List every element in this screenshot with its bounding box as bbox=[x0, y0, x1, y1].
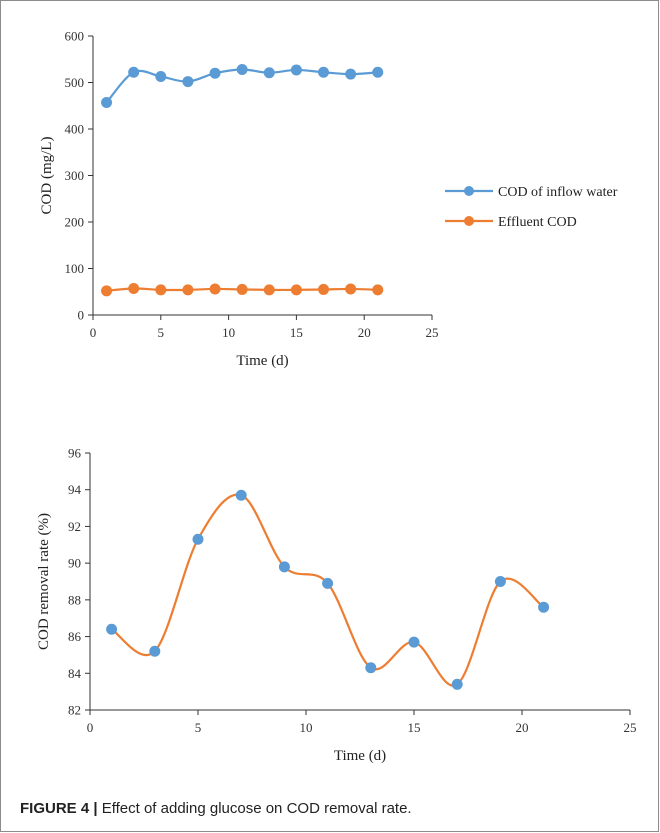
data-point bbox=[182, 76, 194, 88]
y-tick-label: 400 bbox=[65, 122, 85, 137]
y-tick-label: 82 bbox=[68, 703, 81, 718]
figure-caption: FIGURE 4 | Effect of adding glucose on C… bbox=[20, 800, 640, 817]
x-tick-label: 25 bbox=[624, 720, 637, 735]
y-tick-label: 84 bbox=[68, 666, 82, 681]
legend-swatch-marker bbox=[464, 186, 474, 196]
y-tick-label: 500 bbox=[65, 75, 85, 90]
data-point bbox=[345, 283, 357, 295]
data-point bbox=[155, 70, 167, 82]
y-tick-label: 300 bbox=[65, 168, 85, 183]
data-point bbox=[263, 284, 275, 296]
legend-label: Effluent COD bbox=[498, 215, 577, 230]
data-point bbox=[290, 284, 302, 296]
cod-concentration-chart: 0 100 200 300 400 500 600 0 5 10 15 20 25 Time (d) COD… bbox=[39, 29, 618, 370]
y-tick-label: 600 bbox=[65, 29, 85, 44]
y-axis-title: COD removal rate (%) bbox=[36, 513, 52, 650]
x-tick-label: 10 bbox=[300, 720, 313, 735]
data-point bbox=[318, 66, 330, 78]
y-tick-label: 92 bbox=[68, 519, 81, 534]
x-tick-label: 10 bbox=[222, 325, 235, 340]
data-point bbox=[538, 601, 550, 613]
cod-removal-rate-chart: 82 84 86 88 90 92 94 96 0 5 10 15 20 25 Time (d) COD re… bbox=[36, 446, 637, 765]
x-tick-label: 15 bbox=[290, 325, 303, 340]
data-point bbox=[235, 489, 247, 501]
y-tick-label: 86 bbox=[68, 629, 82, 644]
data-point bbox=[345, 68, 357, 80]
data-point bbox=[372, 66, 384, 78]
x-tick-label: 15 bbox=[408, 720, 421, 735]
data-point bbox=[128, 282, 140, 294]
data-point bbox=[192, 533, 204, 545]
data-point bbox=[318, 283, 330, 295]
y-tick-label: 88 bbox=[68, 592, 81, 607]
data-point bbox=[236, 63, 248, 75]
data-point bbox=[365, 662, 377, 674]
data-point bbox=[209, 67, 221, 79]
data-point bbox=[290, 64, 302, 76]
x-tick-label: 25 bbox=[426, 325, 439, 340]
data-point bbox=[278, 561, 290, 573]
data-point bbox=[451, 678, 463, 690]
y-tick-label: 94 bbox=[68, 482, 82, 497]
data-point bbox=[236, 283, 248, 295]
data-point bbox=[106, 623, 118, 635]
x-tick-label: 20 bbox=[516, 720, 529, 735]
data-point bbox=[372, 284, 384, 296]
y-tick-label: 100 bbox=[65, 261, 85, 276]
data-point bbox=[101, 285, 113, 297]
y-tick-label: 90 bbox=[68, 556, 81, 571]
y-tick-label: 200 bbox=[65, 215, 85, 230]
data-point bbox=[182, 284, 194, 296]
x-tick-label: 20 bbox=[358, 325, 371, 340]
legend-label: COD of inflow water bbox=[498, 185, 618, 200]
x-tick-label: 0 bbox=[90, 325, 97, 340]
y-axis-title: COD (mg/L) bbox=[39, 137, 55, 215]
data-point bbox=[149, 645, 161, 657]
x-axis-title: Time (d) bbox=[334, 748, 386, 764]
data-point bbox=[494, 576, 506, 587]
figure-caption-label: FIGURE 4 | bbox=[20, 800, 98, 817]
data-point bbox=[155, 284, 167, 296]
legend-swatch-marker bbox=[464, 216, 474, 226]
x-tick-label: 5 bbox=[195, 720, 202, 735]
y-tick-label: 0 bbox=[78, 308, 85, 323]
data-point bbox=[209, 283, 221, 295]
x-tick-label: 0 bbox=[87, 720, 94, 735]
data-point bbox=[263, 67, 275, 79]
figure-caption-text: Effect of adding glucose on COD removal … bbox=[97, 800, 412, 817]
data-point bbox=[408, 636, 420, 648]
data-point bbox=[128, 66, 140, 78]
data-point bbox=[101, 96, 113, 108]
x-axis-title: Time (d) bbox=[236, 353, 288, 369]
data-point bbox=[322, 577, 334, 589]
x-tick-label: 5 bbox=[158, 325, 165, 340]
y-tick-label: 96 bbox=[68, 446, 82, 461]
series-line bbox=[110, 493, 545, 687]
